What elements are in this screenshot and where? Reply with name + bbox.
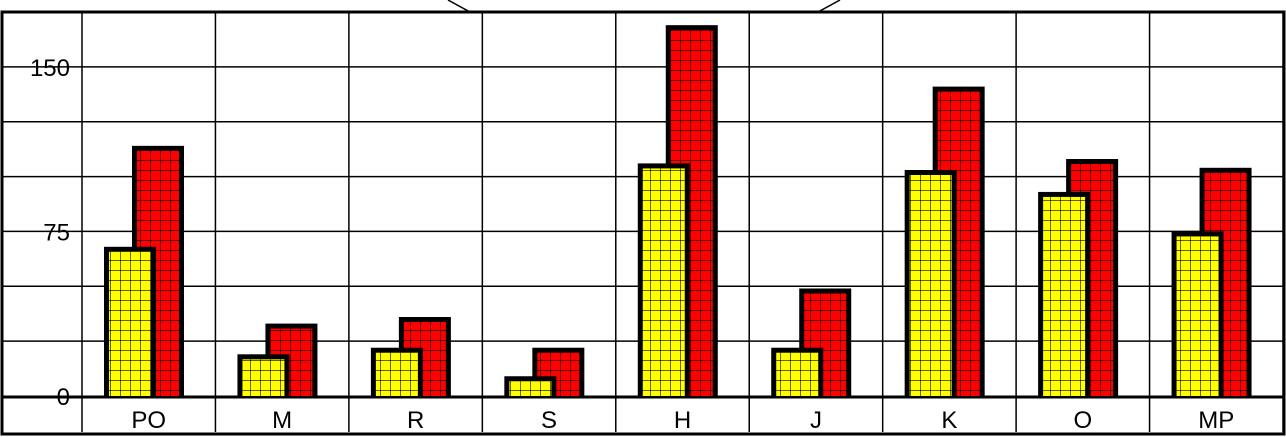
y-tick-label: 75 [43, 219, 70, 246]
x-tick-label: H [674, 407, 691, 434]
bar-R-series-1 [370, 347, 423, 396]
bar-O-series-1 [1038, 191, 1091, 396]
x-tick-label: R [407, 407, 424, 434]
bar-M-series-1 [237, 354, 290, 396]
x-tick-label: S [541, 407, 557, 434]
x-tick-label: MP [1198, 407, 1234, 434]
x-tick-label: J [810, 407, 822, 434]
y-tick-label: 0 [57, 384, 70, 411]
bar-S-series-1 [504, 376, 557, 396]
bar-J-series-1 [771, 347, 824, 396]
x-tick-label: O [1073, 407, 1092, 434]
x-tick-label: PO [131, 407, 166, 434]
y-tick-label: 150 [30, 55, 70, 82]
x-tick-label: K [941, 407, 957, 434]
bar-PO-series-1 [104, 246, 156, 396]
bar-H-series-1 [637, 163, 690, 396]
x-tick-label: M [272, 407, 292, 434]
top-bracket [447, 0, 841, 13]
bar-K-series-1 [904, 169, 957, 396]
bar-MP-series-1 [1171, 231, 1224, 396]
